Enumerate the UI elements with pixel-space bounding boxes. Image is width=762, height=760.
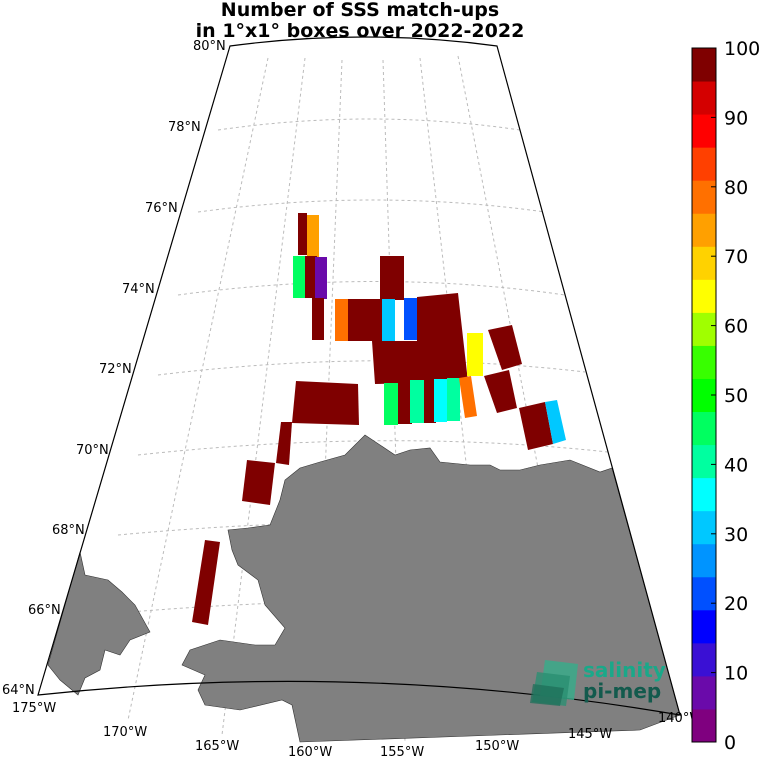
colorbar-tick-label: 90 xyxy=(724,107,748,129)
lat-label: 66°N xyxy=(28,603,61,618)
box xyxy=(519,402,553,450)
box xyxy=(307,215,319,257)
box xyxy=(447,378,460,421)
box xyxy=(424,380,436,423)
lat-label: 78°N xyxy=(168,120,201,135)
colorbar-segment xyxy=(692,510,716,545)
title-line-1: Number of SSS match-ups xyxy=(220,0,500,21)
colorbar-segment xyxy=(692,411,716,446)
lat-label: 64°N xyxy=(2,683,35,698)
lon-label: 145°W xyxy=(568,727,612,742)
lon-label: 155°W xyxy=(380,745,424,760)
lat-label: 74°N xyxy=(122,282,155,297)
box xyxy=(372,293,468,384)
box xyxy=(484,370,517,413)
box xyxy=(382,299,395,341)
map-title: Number of SSS match-ups in 1°x1° boxes o… xyxy=(100,0,620,42)
lon-label: 140°W xyxy=(658,711,702,726)
box xyxy=(315,257,327,299)
colorbar-tick-label: 0 xyxy=(724,732,736,754)
colorbar-segment xyxy=(692,147,716,181)
lon-label: 170°W xyxy=(103,725,147,740)
colorbar-segment xyxy=(692,81,716,115)
colorbar-tick-label: 30 xyxy=(724,524,748,546)
colorbar-segment xyxy=(692,609,716,644)
colorbar-segment xyxy=(692,312,716,346)
box xyxy=(298,213,307,255)
colorbar-segment xyxy=(692,708,716,743)
box xyxy=(305,256,317,298)
box xyxy=(398,382,412,424)
box xyxy=(404,298,417,340)
land-chukotka xyxy=(47,551,151,696)
box xyxy=(292,381,359,425)
colorbar-segment xyxy=(692,675,716,710)
lat-label: 80°N xyxy=(193,39,226,54)
colorbar-segment xyxy=(692,444,716,479)
box xyxy=(192,540,220,625)
colorbar-segment xyxy=(692,180,716,214)
colorbar-segment xyxy=(692,345,716,379)
box xyxy=(434,379,447,422)
box xyxy=(312,298,324,340)
box xyxy=(293,256,305,298)
logo-line-1: salinity xyxy=(583,658,666,682)
box xyxy=(467,333,483,376)
colorbar-segment xyxy=(692,543,716,578)
box xyxy=(335,299,348,341)
logo-line-2: pi-mep xyxy=(583,679,661,703)
colorbar-segment xyxy=(692,213,716,247)
longitude-labels: 175°W 170°W 165°W 160°W 155°W 150°W 145°… xyxy=(12,701,702,760)
box xyxy=(276,422,292,465)
match-up-boxes xyxy=(192,213,566,625)
colorbar-segment xyxy=(692,576,716,611)
colorbar-segment xyxy=(692,114,716,148)
colorbar-segment xyxy=(692,279,716,313)
title-line-2: in 1°x1° boxes over 2022-2022 xyxy=(195,20,525,42)
lat-label: 72°N xyxy=(99,362,132,377)
latitude-labels: 80°N 78°N 76°N 74°N 72°N 70°N 68°N 66°N … xyxy=(2,39,226,698)
salinity-pi-mep-logo: salinity pi-mep xyxy=(530,658,666,706)
colorbar-tick-label: 20 xyxy=(724,593,748,615)
lat-label: 76°N xyxy=(145,201,178,216)
lon-label: 175°W xyxy=(12,701,56,716)
box xyxy=(410,380,424,423)
colorbar-tick-label: 50 xyxy=(724,385,748,407)
lon-label: 150°W xyxy=(475,739,519,754)
box xyxy=(488,325,522,370)
box xyxy=(459,376,477,418)
lon-label: 165°W xyxy=(195,739,239,754)
box xyxy=(348,299,382,341)
colorbar-tick-label: 10 xyxy=(724,663,748,685)
box xyxy=(545,400,566,444)
colorbar-tick-label: 100 xyxy=(724,38,760,60)
lat-label: 70°N xyxy=(76,443,109,458)
map-frame xyxy=(37,36,681,716)
lat-label: 68°N xyxy=(52,523,85,538)
colorbar xyxy=(692,48,716,743)
colorbar-tick-label: 60 xyxy=(724,316,748,338)
colorbar-ticks: 0 10 20 30 40 50 60 70 80 90 100 xyxy=(711,38,760,754)
box xyxy=(242,460,275,505)
colorbar-tick-label: 80 xyxy=(724,177,748,199)
colorbar-segment xyxy=(692,477,716,512)
colorbar-tick-label: 70 xyxy=(724,246,748,268)
colorbar-tick-label: 40 xyxy=(724,454,748,476)
colorbar-segment xyxy=(692,642,716,677)
box xyxy=(380,256,404,300)
colorbar-segment xyxy=(692,48,716,82)
box xyxy=(384,383,398,425)
colorbar-segment xyxy=(692,246,716,280)
lon-label: 160°W xyxy=(288,745,332,760)
